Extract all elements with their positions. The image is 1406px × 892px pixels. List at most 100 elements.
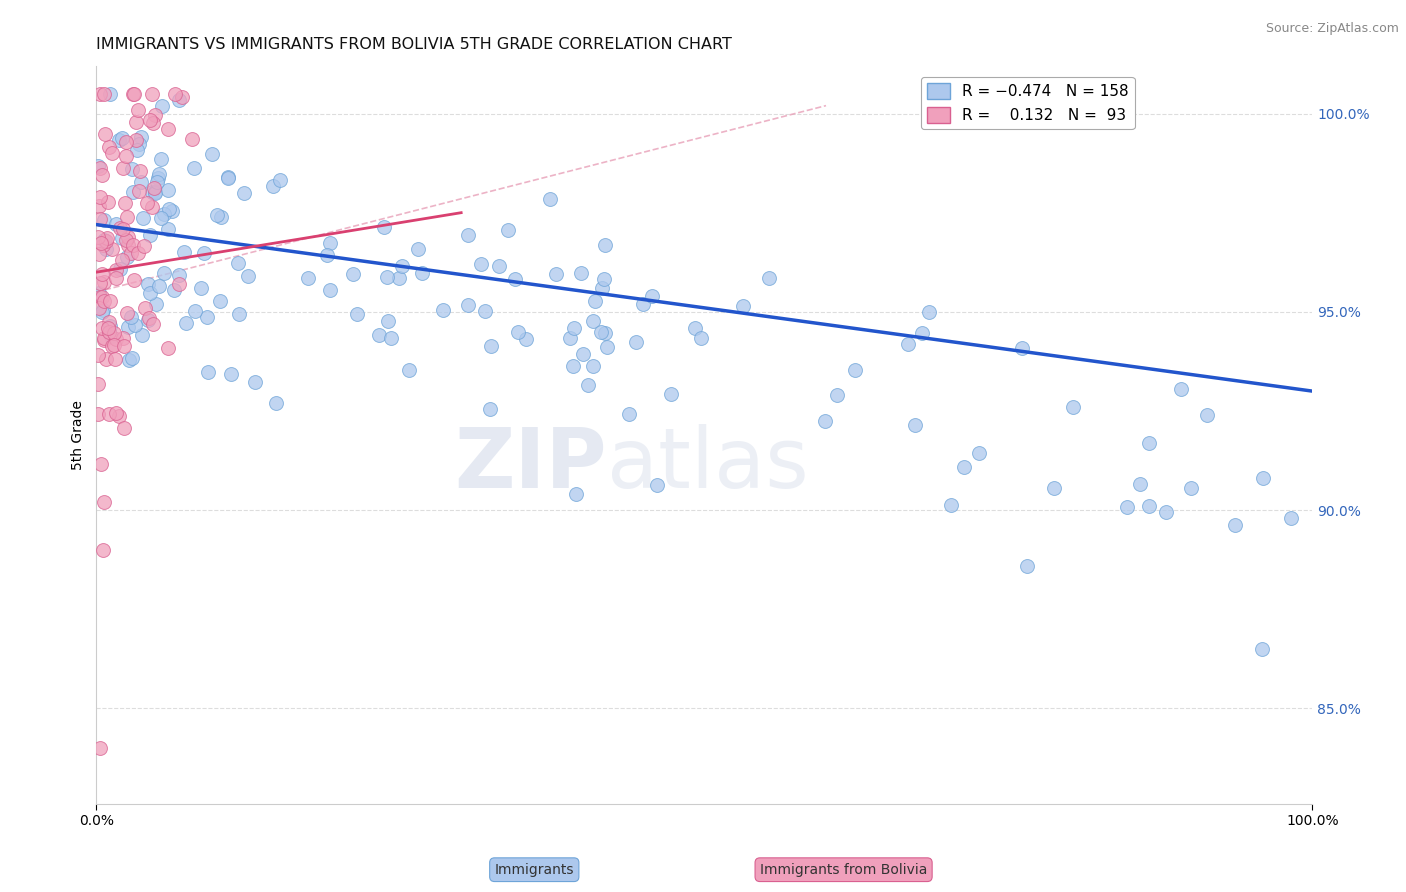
Point bbox=[121, 162, 143, 177]
Point bbox=[1062, 400, 1084, 414]
Point bbox=[131, 327, 153, 342]
Point bbox=[89, 290, 111, 304]
Point bbox=[112, 339, 135, 353]
Point bbox=[170, 90, 193, 104]
Point bbox=[515, 332, 537, 346]
Point bbox=[91, 267, 114, 281]
Point bbox=[104, 217, 127, 231]
Point bbox=[181, 132, 204, 146]
Point bbox=[641, 289, 664, 303]
Point bbox=[1129, 477, 1152, 491]
Text: Immigrants from Bolivia: Immigrants from Bolivia bbox=[759, 863, 928, 877]
Point bbox=[89, 741, 111, 756]
Point bbox=[89, 212, 111, 227]
Point bbox=[93, 495, 115, 509]
Point bbox=[631, 297, 654, 311]
Point bbox=[367, 328, 389, 343]
Point bbox=[89, 301, 111, 315]
Point bbox=[183, 161, 205, 175]
Point bbox=[87, 199, 110, 213]
Point bbox=[1279, 511, 1302, 525]
Point bbox=[122, 237, 145, 252]
Point bbox=[952, 459, 974, 474]
Point bbox=[689, 331, 711, 345]
Point bbox=[903, 417, 925, 432]
Point bbox=[103, 338, 125, 352]
Point bbox=[90, 290, 112, 304]
Point bbox=[157, 202, 180, 216]
Point bbox=[319, 236, 342, 251]
Point bbox=[190, 281, 212, 295]
Point bbox=[157, 183, 180, 197]
Point bbox=[111, 331, 134, 345]
Point bbox=[142, 318, 165, 332]
Point bbox=[150, 211, 173, 225]
Point bbox=[148, 167, 170, 181]
Point bbox=[104, 351, 127, 366]
Point bbox=[264, 396, 287, 410]
Point bbox=[127, 143, 149, 157]
Point bbox=[105, 271, 128, 285]
Point bbox=[145, 297, 167, 311]
Point bbox=[108, 221, 131, 235]
Point bbox=[122, 87, 145, 101]
Point bbox=[474, 304, 496, 318]
Point bbox=[86, 159, 108, 173]
Point bbox=[481, 339, 503, 353]
Point bbox=[569, 266, 592, 280]
Point bbox=[478, 401, 501, 416]
Point bbox=[96, 351, 118, 366]
Point bbox=[103, 326, 125, 340]
Point bbox=[105, 406, 128, 420]
Point bbox=[98, 325, 121, 339]
Point bbox=[844, 363, 866, 377]
Point bbox=[129, 130, 152, 145]
Text: Immigrants: Immigrants bbox=[495, 863, 574, 877]
Point bbox=[128, 185, 150, 199]
Point bbox=[100, 242, 122, 256]
Point bbox=[163, 284, 186, 298]
Point bbox=[146, 175, 169, 189]
Point bbox=[91, 238, 114, 252]
Point bbox=[173, 245, 195, 260]
Point bbox=[94, 242, 117, 256]
Point bbox=[139, 228, 162, 243]
Point bbox=[825, 388, 848, 402]
Point bbox=[226, 256, 249, 270]
Point bbox=[98, 407, 121, 421]
Point bbox=[197, 365, 219, 379]
Point bbox=[97, 320, 120, 334]
Point bbox=[593, 326, 616, 340]
Point bbox=[814, 414, 837, 428]
Point bbox=[1137, 499, 1160, 513]
Point bbox=[398, 363, 420, 377]
Point bbox=[90, 458, 112, 472]
Point bbox=[124, 132, 146, 146]
Point bbox=[647, 478, 669, 492]
Point bbox=[141, 87, 163, 101]
Point bbox=[578, 377, 600, 392]
Point bbox=[87, 286, 110, 301]
Point bbox=[758, 270, 780, 285]
Point bbox=[118, 353, 141, 368]
Point bbox=[315, 248, 337, 262]
Point bbox=[100, 329, 122, 343]
Text: IMMIGRANTS VS IMMIGRANTS FROM BOLIVIA 5TH GRADE CORRELATION CHART: IMMIGRANTS VS IMMIGRANTS FROM BOLIVIA 5T… bbox=[97, 37, 733, 53]
Point bbox=[89, 190, 111, 204]
Point bbox=[1251, 471, 1274, 485]
Point bbox=[93, 543, 115, 558]
Point bbox=[167, 93, 190, 107]
Point bbox=[488, 259, 510, 273]
Point bbox=[90, 169, 112, 183]
Point bbox=[193, 245, 215, 260]
Point bbox=[136, 277, 159, 291]
Point bbox=[205, 208, 228, 222]
Point bbox=[582, 359, 605, 373]
Point bbox=[562, 321, 585, 335]
Point bbox=[165, 87, 187, 101]
Point bbox=[127, 103, 149, 117]
Point bbox=[112, 161, 135, 175]
Point bbox=[117, 306, 139, 320]
Point bbox=[457, 227, 479, 242]
Point bbox=[1011, 341, 1033, 355]
